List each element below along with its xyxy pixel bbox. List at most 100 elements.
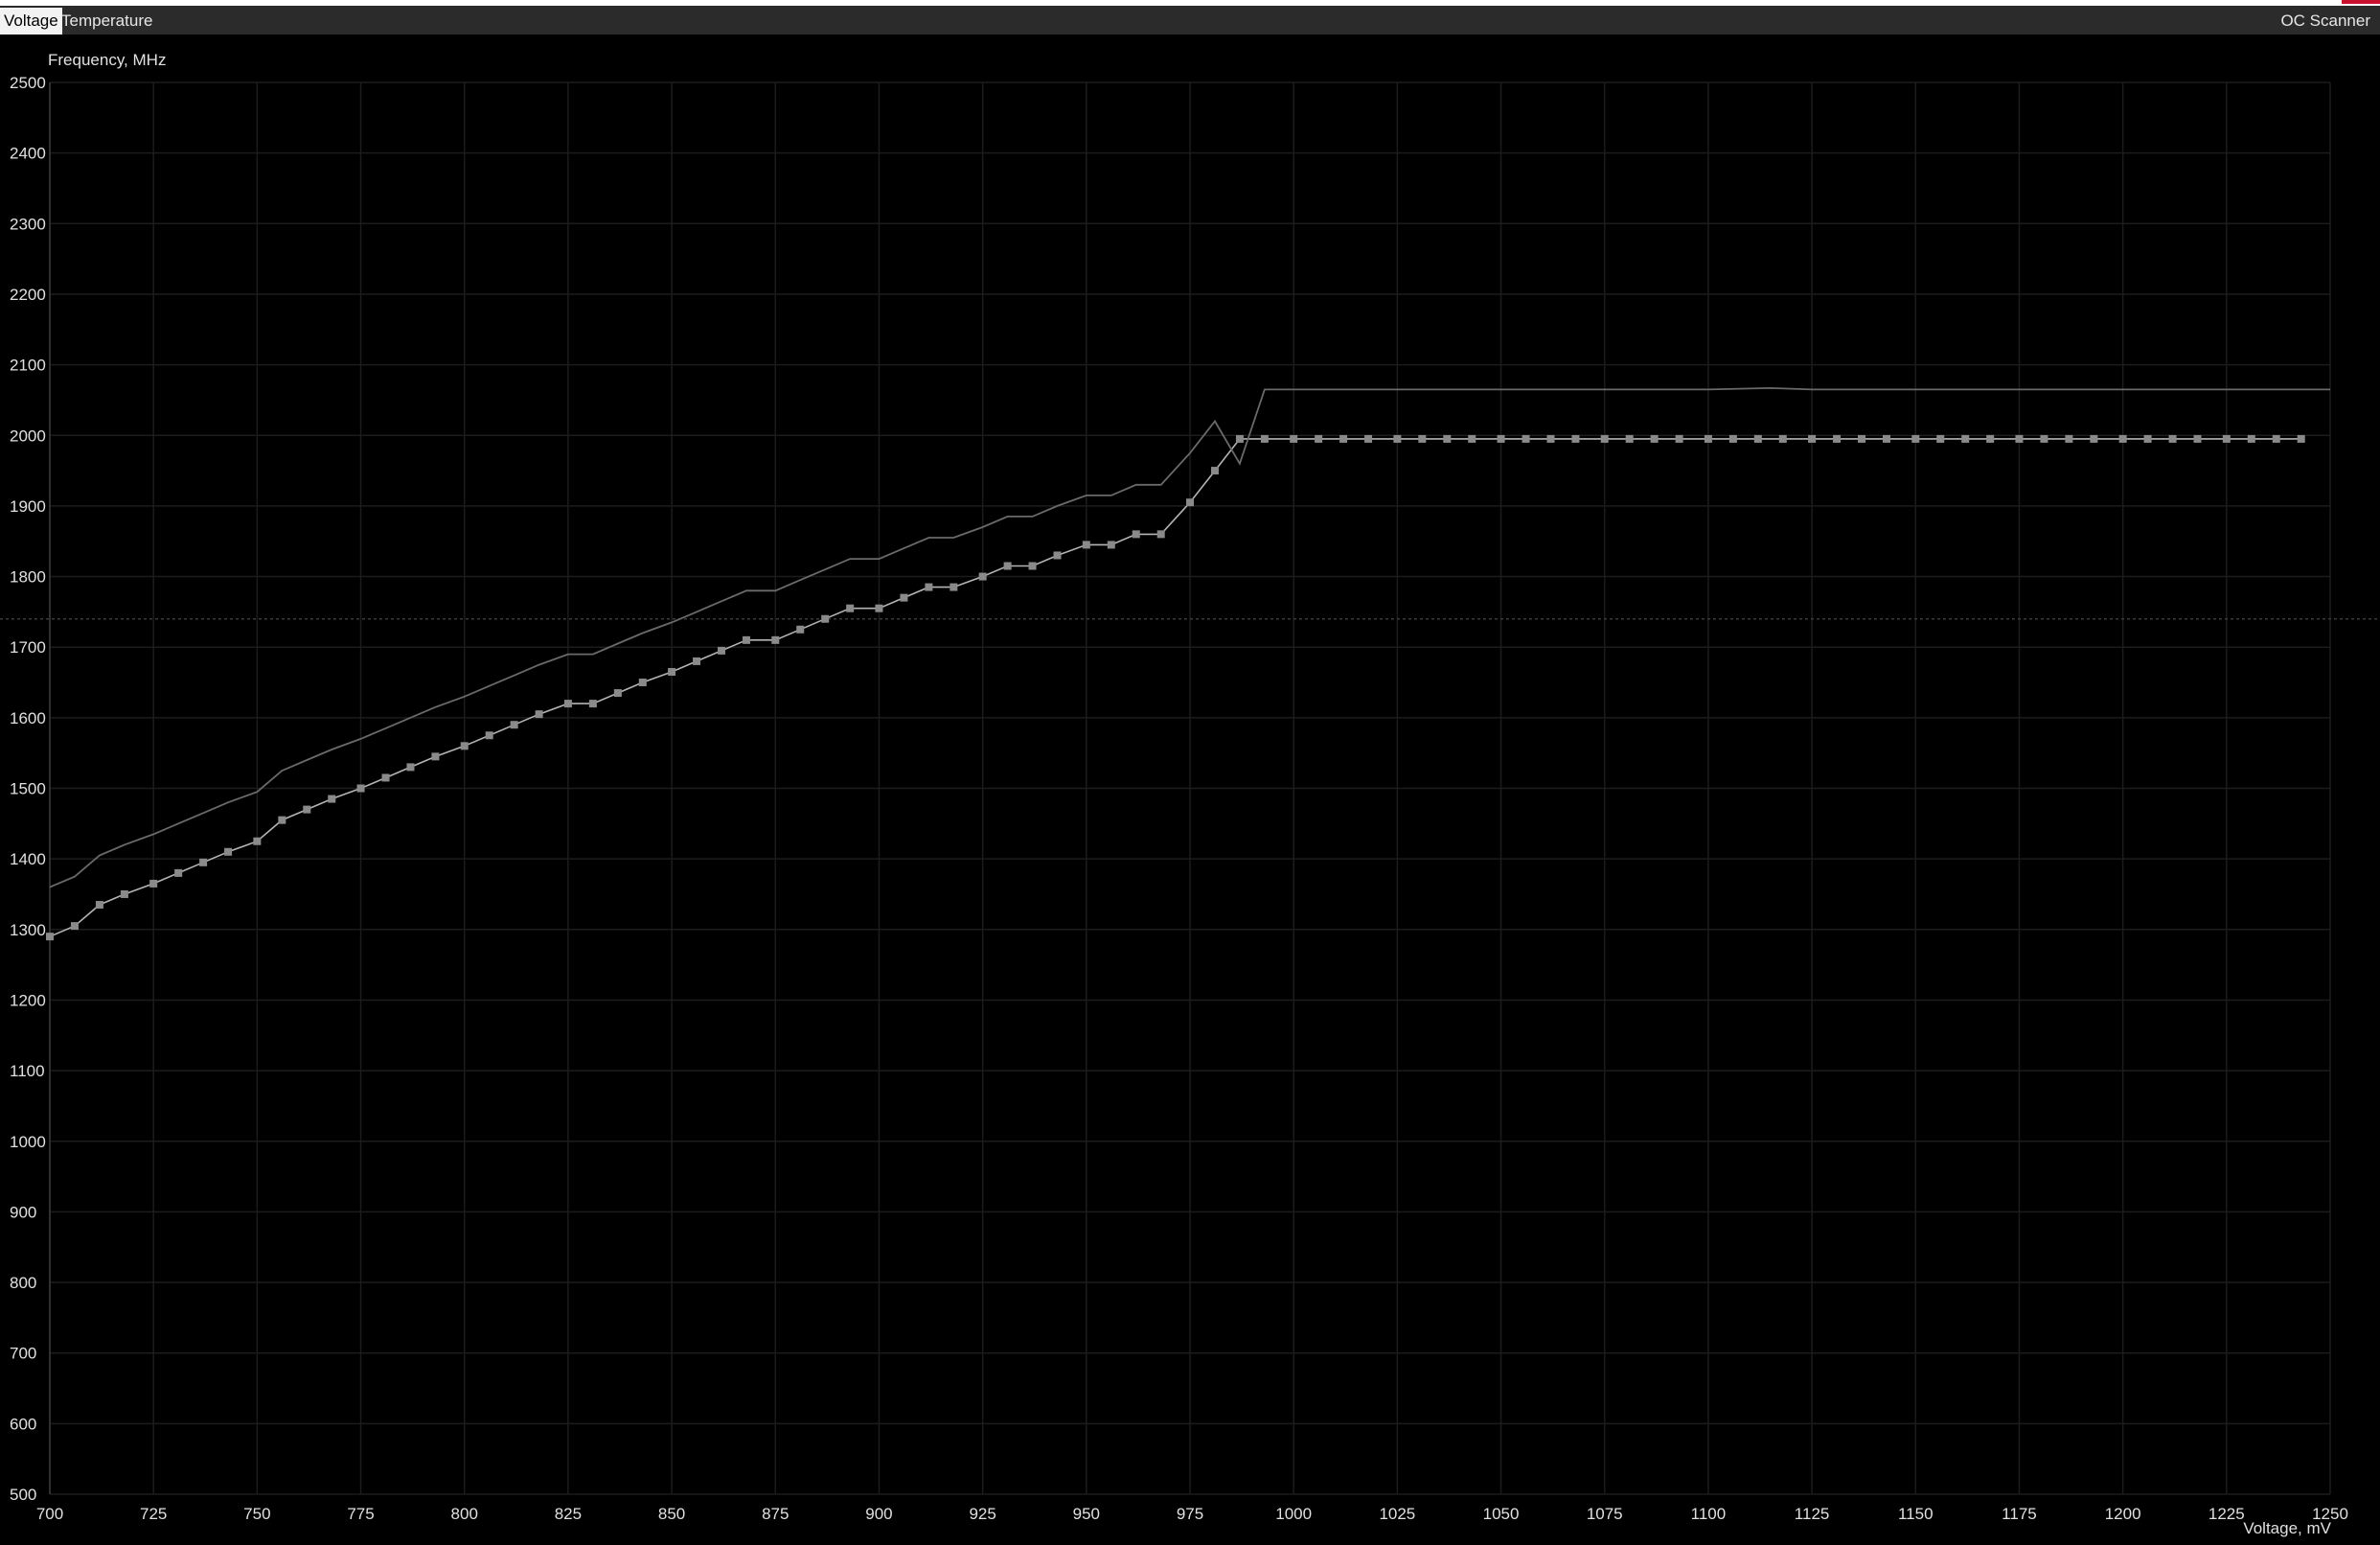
curve-point	[70, 922, 79, 931]
curve-point	[1186, 498, 1194, 507]
grid	[49, 81, 2331, 1495]
tab-temperature[interactable]: Temperature	[61, 12, 153, 30]
y-tick-label: 2300	[10, 215, 46, 233]
curve-point	[668, 667, 676, 676]
curve-point	[2040, 434, 2048, 443]
x-tick-label: 800	[451, 1505, 478, 1523]
x-tick-label: 1150	[1898, 1505, 1934, 1523]
x-tick-label: 775	[347, 1505, 374, 1523]
series	[0, 386, 2380, 941]
curve-point	[2015, 434, 2024, 443]
x-tick-label: 1225	[2208, 1505, 2245, 1523]
curve-point	[1704, 434, 1712, 443]
curve-point	[1468, 434, 1476, 443]
curve-point	[1833, 434, 1842, 443]
reference-curve-line	[49, 386, 2330, 888]
curve-point	[2118, 434, 2127, 443]
curve-point	[563, 700, 572, 708]
y-tick-label: 1800	[10, 568, 46, 587]
curve-point	[718, 646, 726, 655]
x-tick-label: 1175	[2002, 1505, 2037, 1523]
curve-point	[875, 604, 883, 612]
curve-point	[120, 889, 128, 898]
curve-point	[1728, 434, 1737, 443]
curve-point	[510, 721, 518, 729]
frequency-curve-line	[49, 438, 2301, 937]
y-tick-label: 1200	[10, 991, 46, 1009]
curve-point	[588, 700, 597, 708]
curve-point	[950, 583, 958, 591]
curve-point	[485, 731, 493, 740]
curve-point	[431, 752, 440, 761]
curve-point	[1882, 434, 1890, 443]
curve-point	[613, 689, 622, 698]
curve-point	[149, 879, 158, 888]
curve-point	[2193, 434, 2202, 443]
y-tick-label: 2100	[10, 357, 46, 375]
curve-point	[2143, 434, 2152, 443]
curve-point	[2272, 434, 2280, 443]
curve-point	[742, 635, 750, 644]
curve-point	[1028, 562, 1037, 570]
y-tick-label: 2200	[10, 286, 46, 304]
curve-point	[1778, 434, 1787, 443]
y-tick-label: 1700	[10, 638, 46, 657]
curve-point	[303, 805, 311, 814]
curve-point	[1393, 434, 1402, 443]
curve-point	[900, 593, 908, 602]
y-tick-label: 1100	[10, 1062, 45, 1080]
x-tick-label: 750	[243, 1505, 270, 1523]
curve-point	[328, 795, 336, 803]
curve-point	[1315, 434, 1323, 443]
y-axis-label: Frequency, MHz	[48, 51, 166, 69]
curve-point	[1260, 434, 1269, 443]
curve-point	[406, 763, 415, 772]
curve-point	[1339, 434, 1348, 443]
x-tick-label: 1075	[1587, 1505, 1623, 1523]
tab-voltage[interactable]: Voltage	[0, 8, 62, 35]
x-tick-label: 825	[555, 1505, 582, 1523]
curve-point	[356, 784, 365, 793]
x-tick-label: 725	[140, 1505, 167, 1523]
y-tick-label: 2500	[10, 74, 46, 92]
curve-point	[1235, 434, 1244, 443]
x-tick-label: 1025	[1379, 1505, 1415, 1523]
y-tick-label: 1500	[10, 780, 46, 798]
x-tick-label: 1250	[2312, 1505, 2348, 1523]
curve-point	[278, 816, 286, 824]
curve-point	[1290, 434, 1298, 443]
curve-point	[1675, 434, 1683, 443]
curve-point	[1210, 467, 1219, 475]
x-tick-label: 1125	[1795, 1505, 1830, 1523]
y-tick-label: 500	[10, 1486, 36, 1504]
curve-point	[174, 868, 183, 877]
curve-point	[1986, 434, 1995, 443]
curve-point	[1546, 434, 1555, 443]
curve-point	[535, 710, 543, 719]
curve-point	[1571, 434, 1580, 443]
curve-point	[224, 847, 233, 856]
curve-point	[1082, 541, 1090, 549]
curve-point	[1911, 434, 1920, 443]
y-tick-label: 700	[10, 1345, 36, 1363]
x-tick-label: 850	[658, 1505, 685, 1523]
tab-oc-scanner[interactable]: OC Scanner	[2280, 12, 2370, 30]
x-tick-label: 975	[1177, 1505, 1203, 1523]
curve-point	[381, 773, 390, 782]
curve-point	[1753, 434, 1762, 443]
window-accent-mark	[2342, 0, 2380, 4]
x-tick-label: 925	[969, 1505, 995, 1523]
curve-point	[1522, 434, 1530, 443]
curve-point	[925, 583, 933, 591]
curve-point	[638, 679, 647, 687]
curve-point	[1107, 541, 1115, 549]
y-tick-label: 2000	[10, 427, 46, 445]
curve-point	[46, 933, 54, 941]
curve-point	[1364, 434, 1373, 443]
curve-point	[2297, 434, 2305, 443]
curve-point	[460, 742, 469, 750]
y-tick-label: 1600	[10, 709, 46, 727]
curve-point	[1936, 434, 1945, 443]
voltage-frequency-chart[interactable]: 700 725 750 775 800 825 850 875 900 925 950 975 1000…	[0, 35, 2380, 1545]
x-axis-label: Voltage, mV	[2243, 1519, 2331, 1537]
